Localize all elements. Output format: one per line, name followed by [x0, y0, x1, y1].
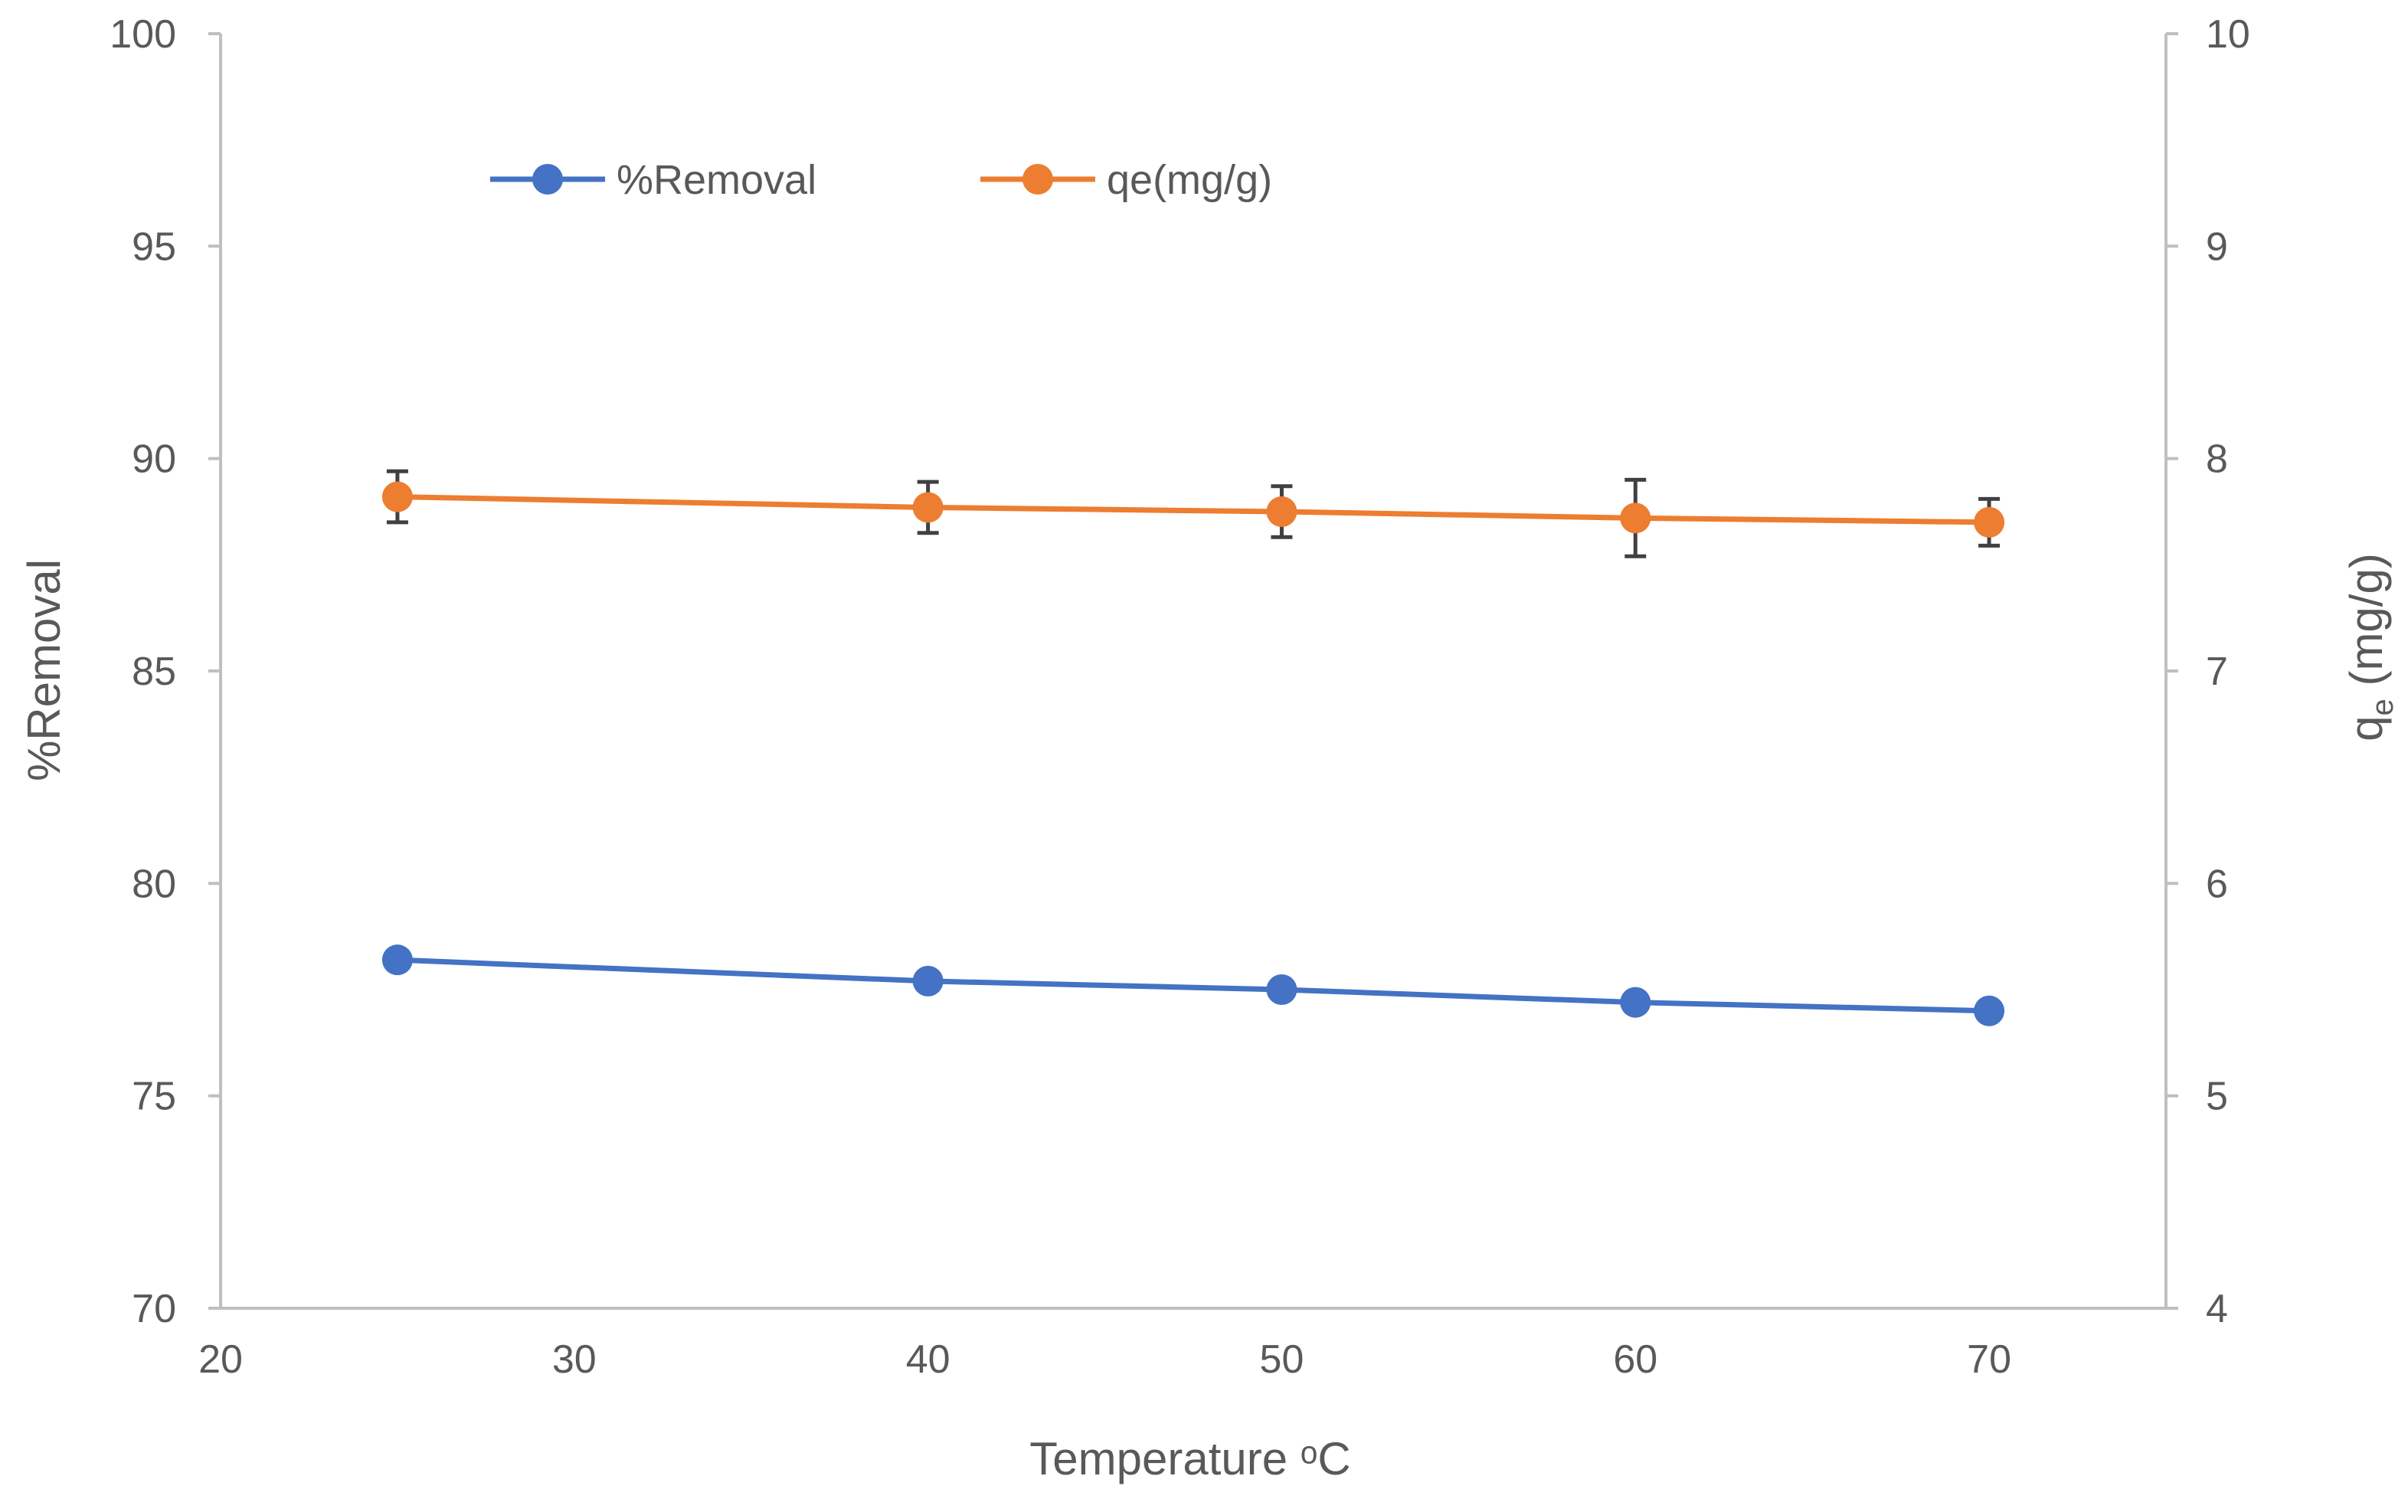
y-axis-left-title: %Removal	[18, 559, 70, 781]
y-right-tick-label: 10	[2206, 12, 2250, 57]
x-axis-title: Temperature ᵒC	[1029, 1433, 1350, 1484]
legend-swatch-marker	[1022, 164, 1053, 195]
y-right-tick-label: 5	[2206, 1075, 2228, 1119]
y-right-tick-label: 9	[2206, 224, 2228, 269]
x-tick-label: 20	[198, 1337, 243, 1382]
series-line	[397, 494, 1990, 525]
x-tick-label: 30	[552, 1337, 597, 1382]
x-tick-label: 60	[1613, 1337, 1657, 1382]
y-right-tick-label: 4	[2206, 1287, 2228, 1331]
y-left-tick-label: 80	[132, 862, 176, 906]
legend-item: %Removal	[490, 157, 816, 203]
series-line	[397, 957, 1990, 1014]
legend: %Removal qe(mg/g)	[490, 157, 1272, 203]
y-left-tick-label: 95	[132, 224, 176, 269]
series-removal	[381, 944, 2005, 1026]
y-axis-right-title-base: q	[2341, 715, 2392, 741]
data-point	[1266, 496, 1297, 527]
x-tick-label: 50	[1260, 1337, 1304, 1382]
axes	[208, 32, 2178, 1310]
y-left-tick-label: 90	[132, 437, 176, 482]
y-left-tick-label: 100	[110, 12, 176, 57]
x-tick-label: 40	[906, 1337, 950, 1382]
data-point	[381, 481, 413, 512]
data-point	[1974, 506, 2005, 538]
y-right-tick-label: 7	[2206, 650, 2228, 694]
y-left-tick-label: 75	[132, 1075, 176, 1119]
data-point	[912, 492, 944, 523]
y-left-tick-label: 85	[132, 650, 176, 694]
legend-item: qe(mg/g)	[980, 157, 1272, 203]
series	[381, 469, 2005, 1026]
axis-titles: Temperature ᵒC %Removal qe (mg/g)	[18, 553, 2400, 1484]
y-axis-right-title-sub: e	[2366, 699, 2400, 715]
series-qe	[381, 469, 2005, 558]
y-axis-right-title-rest: (mg/g)	[2341, 553, 2392, 699]
legend-swatch-marker	[532, 164, 563, 195]
data-point	[1620, 502, 1651, 534]
legend-label: qe(mg/g)	[1107, 157, 1272, 203]
y-right-tick-label: 8	[2206, 437, 2228, 482]
y-axis-right-title: qe (mg/g)	[2341, 553, 2400, 741]
y-right-tick-label: 6	[2206, 862, 2228, 906]
legend-label: %Removal	[617, 157, 816, 203]
data-point	[1974, 995, 2005, 1026]
data-point	[1620, 987, 1651, 1018]
data-point	[912, 965, 944, 997]
y-left-tick-label: 70	[132, 1287, 176, 1331]
x-tick-label: 70	[1967, 1337, 2011, 1382]
data-point	[381, 944, 413, 976]
tick-labels: 70 75 80 85 90 95 100 4 5 6 7 8 9 10 20 30 40 50 60 70	[110, 12, 2250, 1382]
data-point	[1266, 974, 1297, 1005]
